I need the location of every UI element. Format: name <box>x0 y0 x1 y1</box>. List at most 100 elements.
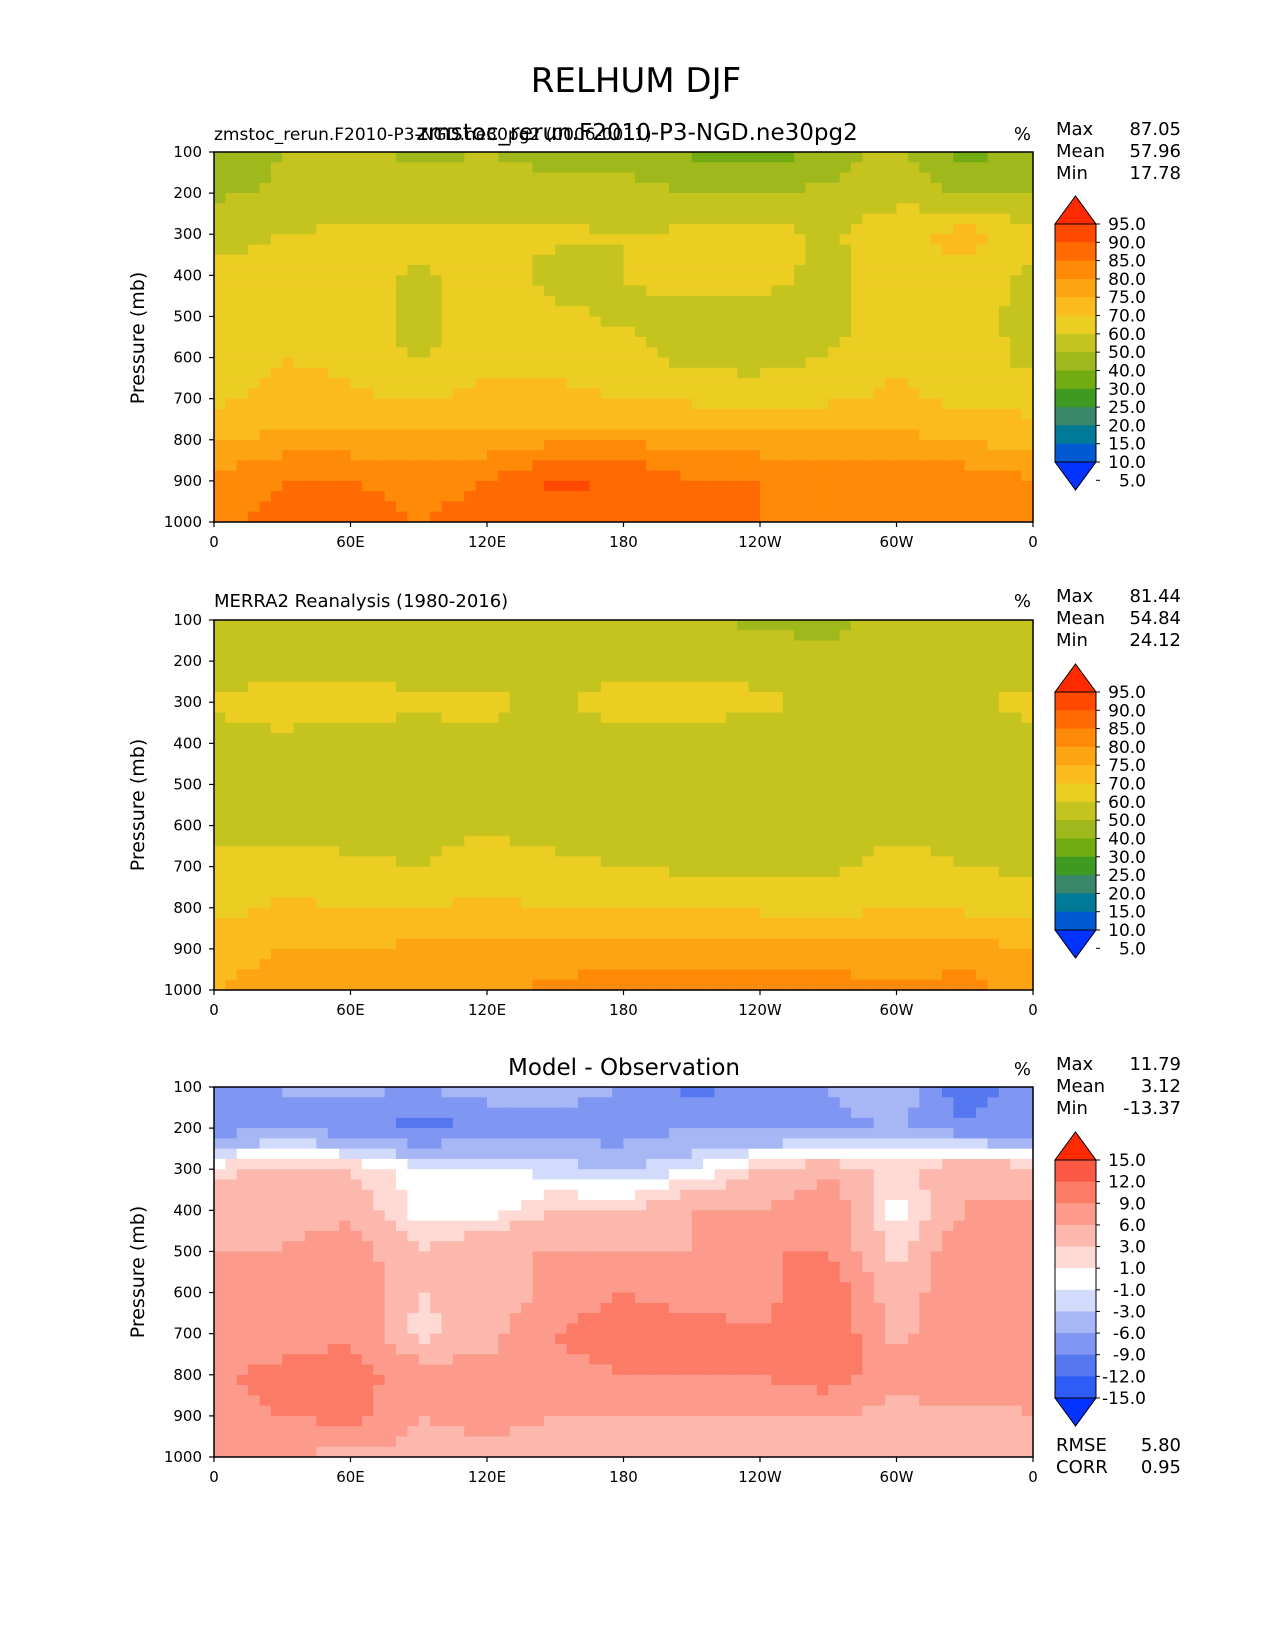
heatmap-cell <box>259 223 272 235</box>
heatmap-cell <box>293 367 306 379</box>
heatmap-cell <box>942 182 954 194</box>
heatmap-cell <box>373 408 386 420</box>
heatmap-cell <box>657 213 670 225</box>
heatmap-cell <box>714 846 727 857</box>
heatmap-cell <box>566 753 579 765</box>
heatmap-cell <box>987 480 1000 492</box>
heatmap-cell <box>964 630 977 642</box>
heatmap-cell <box>1021 856 1034 868</box>
heatmap-cell <box>555 876 568 888</box>
heatmap-cell <box>930 408 943 420</box>
heatmap-cell <box>316 337 329 348</box>
heatmap-cell <box>737 815 750 827</box>
heatmap-cell <box>623 918 636 929</box>
heatmap-cell <box>998 295 1011 307</box>
heatmap-cell <box>839 897 852 909</box>
heatmap-cell <box>964 661 977 672</box>
heatmap-cell <box>236 326 249 338</box>
heatmap-cell <box>737 630 750 642</box>
heatmap-cell <box>896 193 909 204</box>
heatmap-cell <box>612 439 625 451</box>
heatmap-cell <box>487 753 499 765</box>
heatmap-cell <box>839 234 852 246</box>
heatmap-cell <box>555 254 568 266</box>
heatmap-cell <box>998 480 1011 492</box>
heatmap-cell <box>578 640 590 652</box>
heatmap-cell <box>532 193 545 204</box>
heatmap-cell <box>885 203 898 215</box>
heatmap-cell <box>270 316 283 328</box>
heatmap-cell <box>612 162 625 174</box>
heatmap-cell <box>987 866 1000 878</box>
heatmap-cell <box>976 815 989 827</box>
heatmap-cell <box>589 805 602 816</box>
heatmap-cell <box>657 480 670 492</box>
heatmap-cell <box>737 388 750 400</box>
heatmap-cell <box>487 491 499 503</box>
heatmap-cell <box>714 876 727 888</box>
heatmap-cell <box>680 162 693 174</box>
heatmap-cell <box>225 866 238 878</box>
heatmap-cell <box>418 815 431 827</box>
heatmap-cell <box>509 753 522 765</box>
heatmap-cell <box>680 347 693 359</box>
heatmap-cell <box>612 367 625 379</box>
heatmap-cell <box>384 835 397 847</box>
heatmap-cell <box>441 460 454 472</box>
heatmap-cell <box>851 265 863 276</box>
heatmap-cell <box>236 794 249 806</box>
heatmap-cell <box>862 640 875 652</box>
heatmap-cell <box>953 419 966 431</box>
heatmap-cell <box>942 234 954 246</box>
heatmap-cell <box>748 244 761 256</box>
heatmap-cell <box>646 856 659 868</box>
heatmap-cell <box>532 182 545 194</box>
heatmap-cell <box>498 640 511 652</box>
heatmap-cell <box>919 398 932 410</box>
heatmap-cell <box>623 630 636 642</box>
heatmap-cell <box>600 182 613 194</box>
heatmap-cell <box>578 835 590 847</box>
heatmap-cell <box>1010 306 1023 318</box>
heatmap-cell <box>612 856 625 868</box>
heatmap-cell <box>851 620 863 631</box>
heatmap-cell <box>305 285 317 297</box>
heatmap-cell <box>259 429 272 441</box>
heatmap-cell <box>805 928 818 940</box>
heatmap-cell <box>396 470 408 482</box>
heatmap-cell <box>851 347 863 359</box>
heatmap-cell <box>623 234 636 246</box>
heatmap-cell <box>816 876 829 888</box>
heatmap-cell <box>555 460 568 472</box>
heatmap-cell <box>282 835 295 847</box>
heatmap-cell <box>521 182 534 194</box>
heatmap-cell <box>748 316 761 328</box>
heatmap-cell <box>873 234 886 246</box>
heatmap-cell <box>771 866 784 878</box>
heatmap-cell <box>782 722 795 734</box>
heatmap-cell <box>532 856 545 868</box>
heatmap-cell <box>691 408 704 420</box>
heatmap-cell <box>851 439 863 451</box>
heatmap-cell <box>862 501 875 513</box>
heatmap-cell <box>805 630 818 642</box>
heatmap-cell <box>896 182 909 194</box>
heatmap-cell <box>646 774 659 786</box>
heatmap-cell <box>498 835 511 847</box>
heatmap-cell <box>976 805 989 816</box>
heatmap-cell <box>976 182 989 194</box>
heatmap-cell <box>873 480 886 492</box>
heatmap-cell <box>748 835 761 847</box>
heatmap-cell <box>680 480 693 492</box>
heatmap-cell <box>555 681 568 693</box>
heatmap-cell <box>623 347 636 359</box>
heatmap-cell <box>487 650 499 662</box>
heatmap-cell <box>748 794 761 806</box>
heatmap-cell <box>441 825 454 837</box>
heatmap-cell <box>225 429 238 441</box>
colorbar-level-label: 40.0 <box>1108 361 1146 381</box>
heatmap-cell <box>805 856 818 868</box>
heatmap-cell <box>555 203 568 215</box>
heatmap-cell <box>578 398 590 410</box>
heatmap-cell <box>225 182 238 194</box>
